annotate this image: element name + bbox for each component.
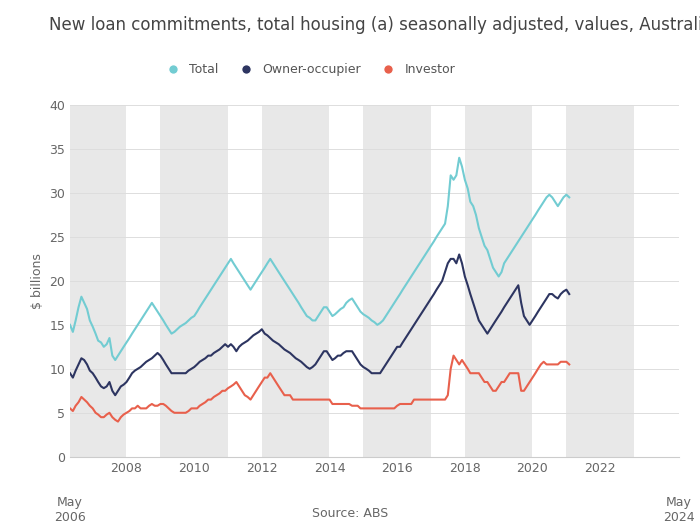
Line: Investor: Investor — [70, 355, 569, 422]
Text: May
2006: May 2006 — [54, 496, 86, 523]
Legend: Total, Owner-occupier, Investor: Total, Owner-occupier, Investor — [155, 58, 461, 81]
Bar — [566, 105, 634, 457]
Bar — [465, 105, 533, 457]
Bar — [160, 105, 228, 457]
Y-axis label: $ billions: $ billions — [31, 253, 43, 309]
Text: May
2024: May 2024 — [663, 496, 695, 523]
Text: Source: ABS: Source: ABS — [312, 507, 388, 520]
Bar — [262, 105, 330, 457]
Line: Total: Total — [70, 158, 569, 360]
Bar — [363, 105, 431, 457]
Text: New loan commitments, total housing (a) seasonally adjusted, values, Australia: New loan commitments, total housing (a) … — [49, 16, 700, 34]
Line: Owner-occupier: Owner-occupier — [70, 255, 569, 395]
Bar — [70, 105, 127, 457]
